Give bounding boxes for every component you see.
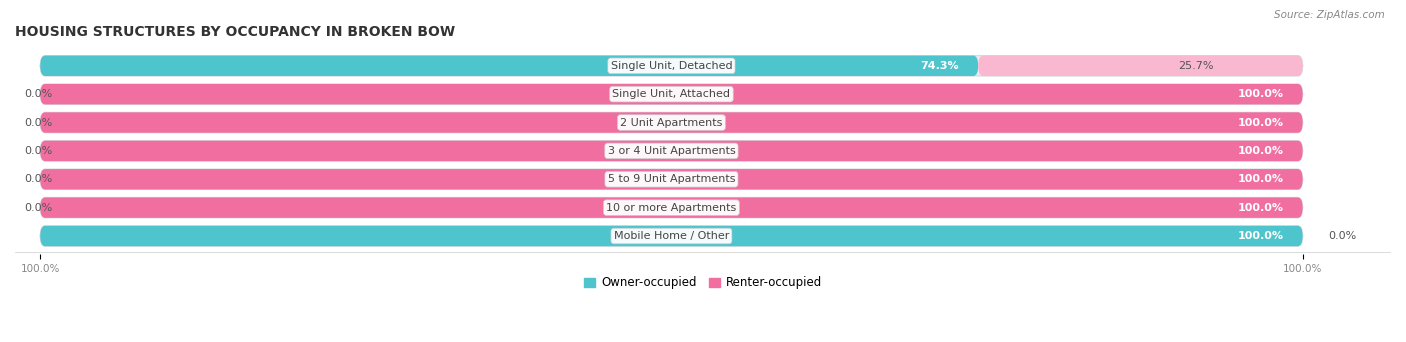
- Text: 25.7%: 25.7%: [1178, 61, 1213, 71]
- FancyBboxPatch shape: [41, 197, 1302, 218]
- Text: 0.0%: 0.0%: [25, 146, 53, 156]
- Text: 5 to 9 Unit Apartments: 5 to 9 Unit Apartments: [607, 174, 735, 184]
- FancyBboxPatch shape: [41, 141, 1302, 161]
- Text: 100.0%: 100.0%: [1237, 231, 1284, 241]
- FancyBboxPatch shape: [41, 56, 1302, 76]
- Text: 100.0%: 100.0%: [1237, 146, 1284, 156]
- Text: Single Unit, Attached: Single Unit, Attached: [613, 89, 731, 99]
- FancyBboxPatch shape: [41, 226, 1302, 246]
- FancyBboxPatch shape: [41, 84, 1302, 104]
- FancyBboxPatch shape: [41, 169, 1302, 189]
- Text: 100.0%: 100.0%: [1237, 203, 1284, 213]
- Text: 74.3%: 74.3%: [921, 61, 959, 71]
- Text: 10 or more Apartments: 10 or more Apartments: [606, 203, 737, 213]
- Text: 0.0%: 0.0%: [25, 203, 53, 213]
- Text: 0.0%: 0.0%: [25, 89, 53, 99]
- FancyBboxPatch shape: [41, 56, 979, 76]
- Text: 100.0%: 100.0%: [1237, 118, 1284, 128]
- Text: 0.0%: 0.0%: [25, 174, 53, 184]
- Text: 0.0%: 0.0%: [25, 118, 53, 128]
- Text: 2 Unit Apartments: 2 Unit Apartments: [620, 118, 723, 128]
- FancyBboxPatch shape: [41, 112, 1302, 133]
- Text: Mobile Home / Other: Mobile Home / Other: [614, 231, 730, 241]
- FancyBboxPatch shape: [41, 84, 1302, 104]
- Text: 100.0%: 100.0%: [1237, 89, 1284, 99]
- Text: 100.0%: 100.0%: [1237, 174, 1284, 184]
- Text: 3 or 4 Unit Apartments: 3 or 4 Unit Apartments: [607, 146, 735, 156]
- FancyBboxPatch shape: [41, 226, 1302, 246]
- Text: Single Unit, Detached: Single Unit, Detached: [610, 61, 733, 71]
- Text: Source: ZipAtlas.com: Source: ZipAtlas.com: [1274, 10, 1385, 20]
- FancyBboxPatch shape: [41, 169, 1302, 189]
- Text: 0.0%: 0.0%: [1327, 231, 1357, 241]
- FancyBboxPatch shape: [41, 197, 1302, 218]
- FancyBboxPatch shape: [41, 112, 1302, 133]
- Legend: Owner-occupied, Renter-occupied: Owner-occupied, Renter-occupied: [579, 272, 827, 294]
- FancyBboxPatch shape: [979, 56, 1302, 76]
- Text: HOUSING STRUCTURES BY OCCUPANCY IN BROKEN BOW: HOUSING STRUCTURES BY OCCUPANCY IN BROKE…: [15, 25, 456, 39]
- FancyBboxPatch shape: [41, 141, 1302, 161]
